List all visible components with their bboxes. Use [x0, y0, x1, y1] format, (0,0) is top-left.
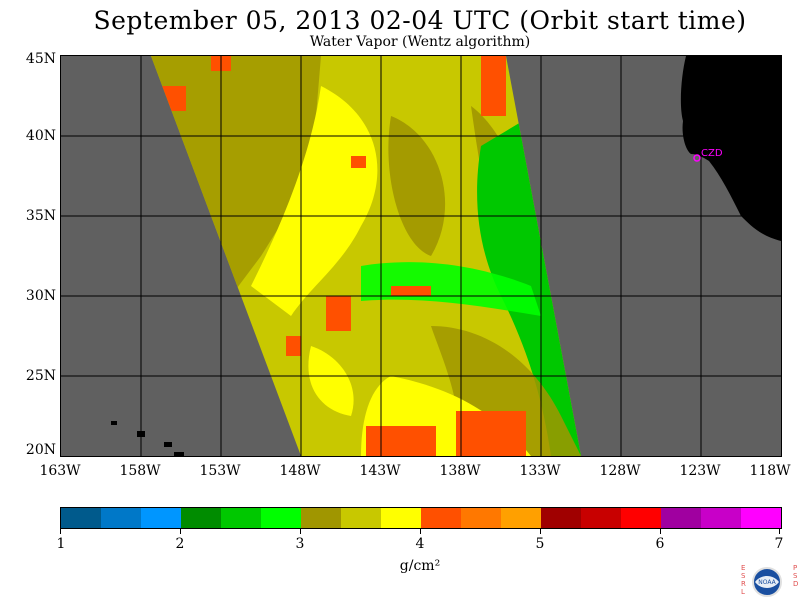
swath-region-orange: [391, 286, 431, 296]
colorbar-segment: [661, 508, 701, 528]
coastline-land: [680, 56, 781, 241]
colorbar-units: g/cm²: [399, 558, 441, 574]
page-title: September 05, 2013 02-04 UTC (Orbit star…: [93, 6, 747, 35]
water-vapor-map: CZD: [61, 56, 781, 456]
lat-label-20n: 20N: [25, 442, 56, 458]
lon-label-118w: 118W: [749, 463, 791, 479]
lon-label-153w: 153W: [199, 463, 241, 479]
lon-label-138w: 138W: [439, 463, 481, 479]
island: [174, 452, 184, 456]
page-subtitle: Water Vapor (Wentz algorithm): [309, 34, 531, 50]
lat-label-30n: 30N: [25, 288, 56, 304]
colorbar-label-6: 6: [655, 536, 665, 552]
swath-region-bright-green: [361, 262, 541, 316]
colorbar-segment: [541, 508, 581, 528]
lat-label-35n: 35N: [25, 208, 56, 224]
colorbar-segment: [621, 508, 661, 528]
colorbar-segment: [461, 508, 501, 528]
lon-label-143w: 143W: [359, 463, 401, 479]
swath-region-orange: [456, 411, 526, 456]
colorbar-segment: [701, 508, 741, 528]
lon-label-163w: 163W: [39, 463, 81, 479]
lat-label-45n: 45N: [25, 51, 56, 67]
lon-label-133w: 133W: [519, 463, 561, 479]
colorbar-segment: [301, 508, 341, 528]
colorbar-segment: [581, 508, 621, 528]
station-marker-icon: [693, 154, 701, 162]
colorbar-label-4: 4: [415, 536, 425, 552]
graticule: [61, 56, 781, 456]
lat-label-25n: 25N: [25, 368, 56, 384]
swath-region-orange: [326, 296, 351, 331]
lon-label-148w: 148W: [279, 463, 321, 479]
colorbar-segment: [381, 508, 421, 528]
swath-region-olive: [388, 116, 446, 256]
colorbar-segment: [221, 508, 261, 528]
lon-label-128w: 128W: [599, 463, 641, 479]
swath-region-yellow: [311, 146, 369, 216]
island: [111, 421, 117, 425]
colorbar-tick: [540, 528, 541, 534]
swath-region-yellow: [308, 346, 354, 416]
colorbar-segment: [61, 508, 101, 528]
colorbar-tick: [660, 528, 661, 534]
swath-region-orange: [161, 86, 186, 111]
island: [164, 442, 172, 447]
map-panel: CZD: [60, 55, 782, 457]
colorbar-tick: [779, 528, 780, 534]
swath-region-olive: [151, 56, 321, 296]
colorbar-tick: [180, 528, 181, 534]
colorbar-label-7: 7: [774, 536, 784, 552]
lat-label-40n: 40N: [25, 128, 56, 144]
station-label: CZD: [701, 148, 723, 159]
colorbar-segment: [141, 508, 181, 528]
colorbar-segment: [741, 508, 781, 528]
logo-bird-icon: [755, 576, 779, 588]
swath-region-orange: [351, 156, 366, 168]
colorbar-segment: [341, 508, 381, 528]
lon-label-123w: 123W: [679, 463, 721, 479]
colorbar-segment: [421, 508, 461, 528]
colorbar-label-2: 2: [175, 536, 185, 552]
swath-region-orange: [286, 336, 301, 356]
colorbar-segment: [261, 508, 301, 528]
colorbar-tick: [60, 528, 61, 534]
colorbar-tick: [420, 528, 421, 534]
colorbar-label-5: 5: [535, 536, 545, 552]
swath-region-yellow: [251, 86, 378, 316]
swath-region-orange: [481, 56, 506, 116]
colorbar-label-3: 3: [295, 536, 305, 552]
swath-region-orange: [366, 426, 436, 456]
colorbar-segment: [501, 508, 541, 528]
logo-center-text: NOAA: [758, 579, 776, 586]
colorbar-label-1: 1: [56, 536, 66, 552]
colorbar-tick: [300, 528, 301, 534]
colorbar-segment: [101, 508, 141, 528]
colorbar: [60, 507, 782, 529]
lon-label-158w: 158W: [119, 463, 161, 479]
satellite-swath: [151, 56, 581, 456]
colorbar-segment: [181, 508, 221, 528]
